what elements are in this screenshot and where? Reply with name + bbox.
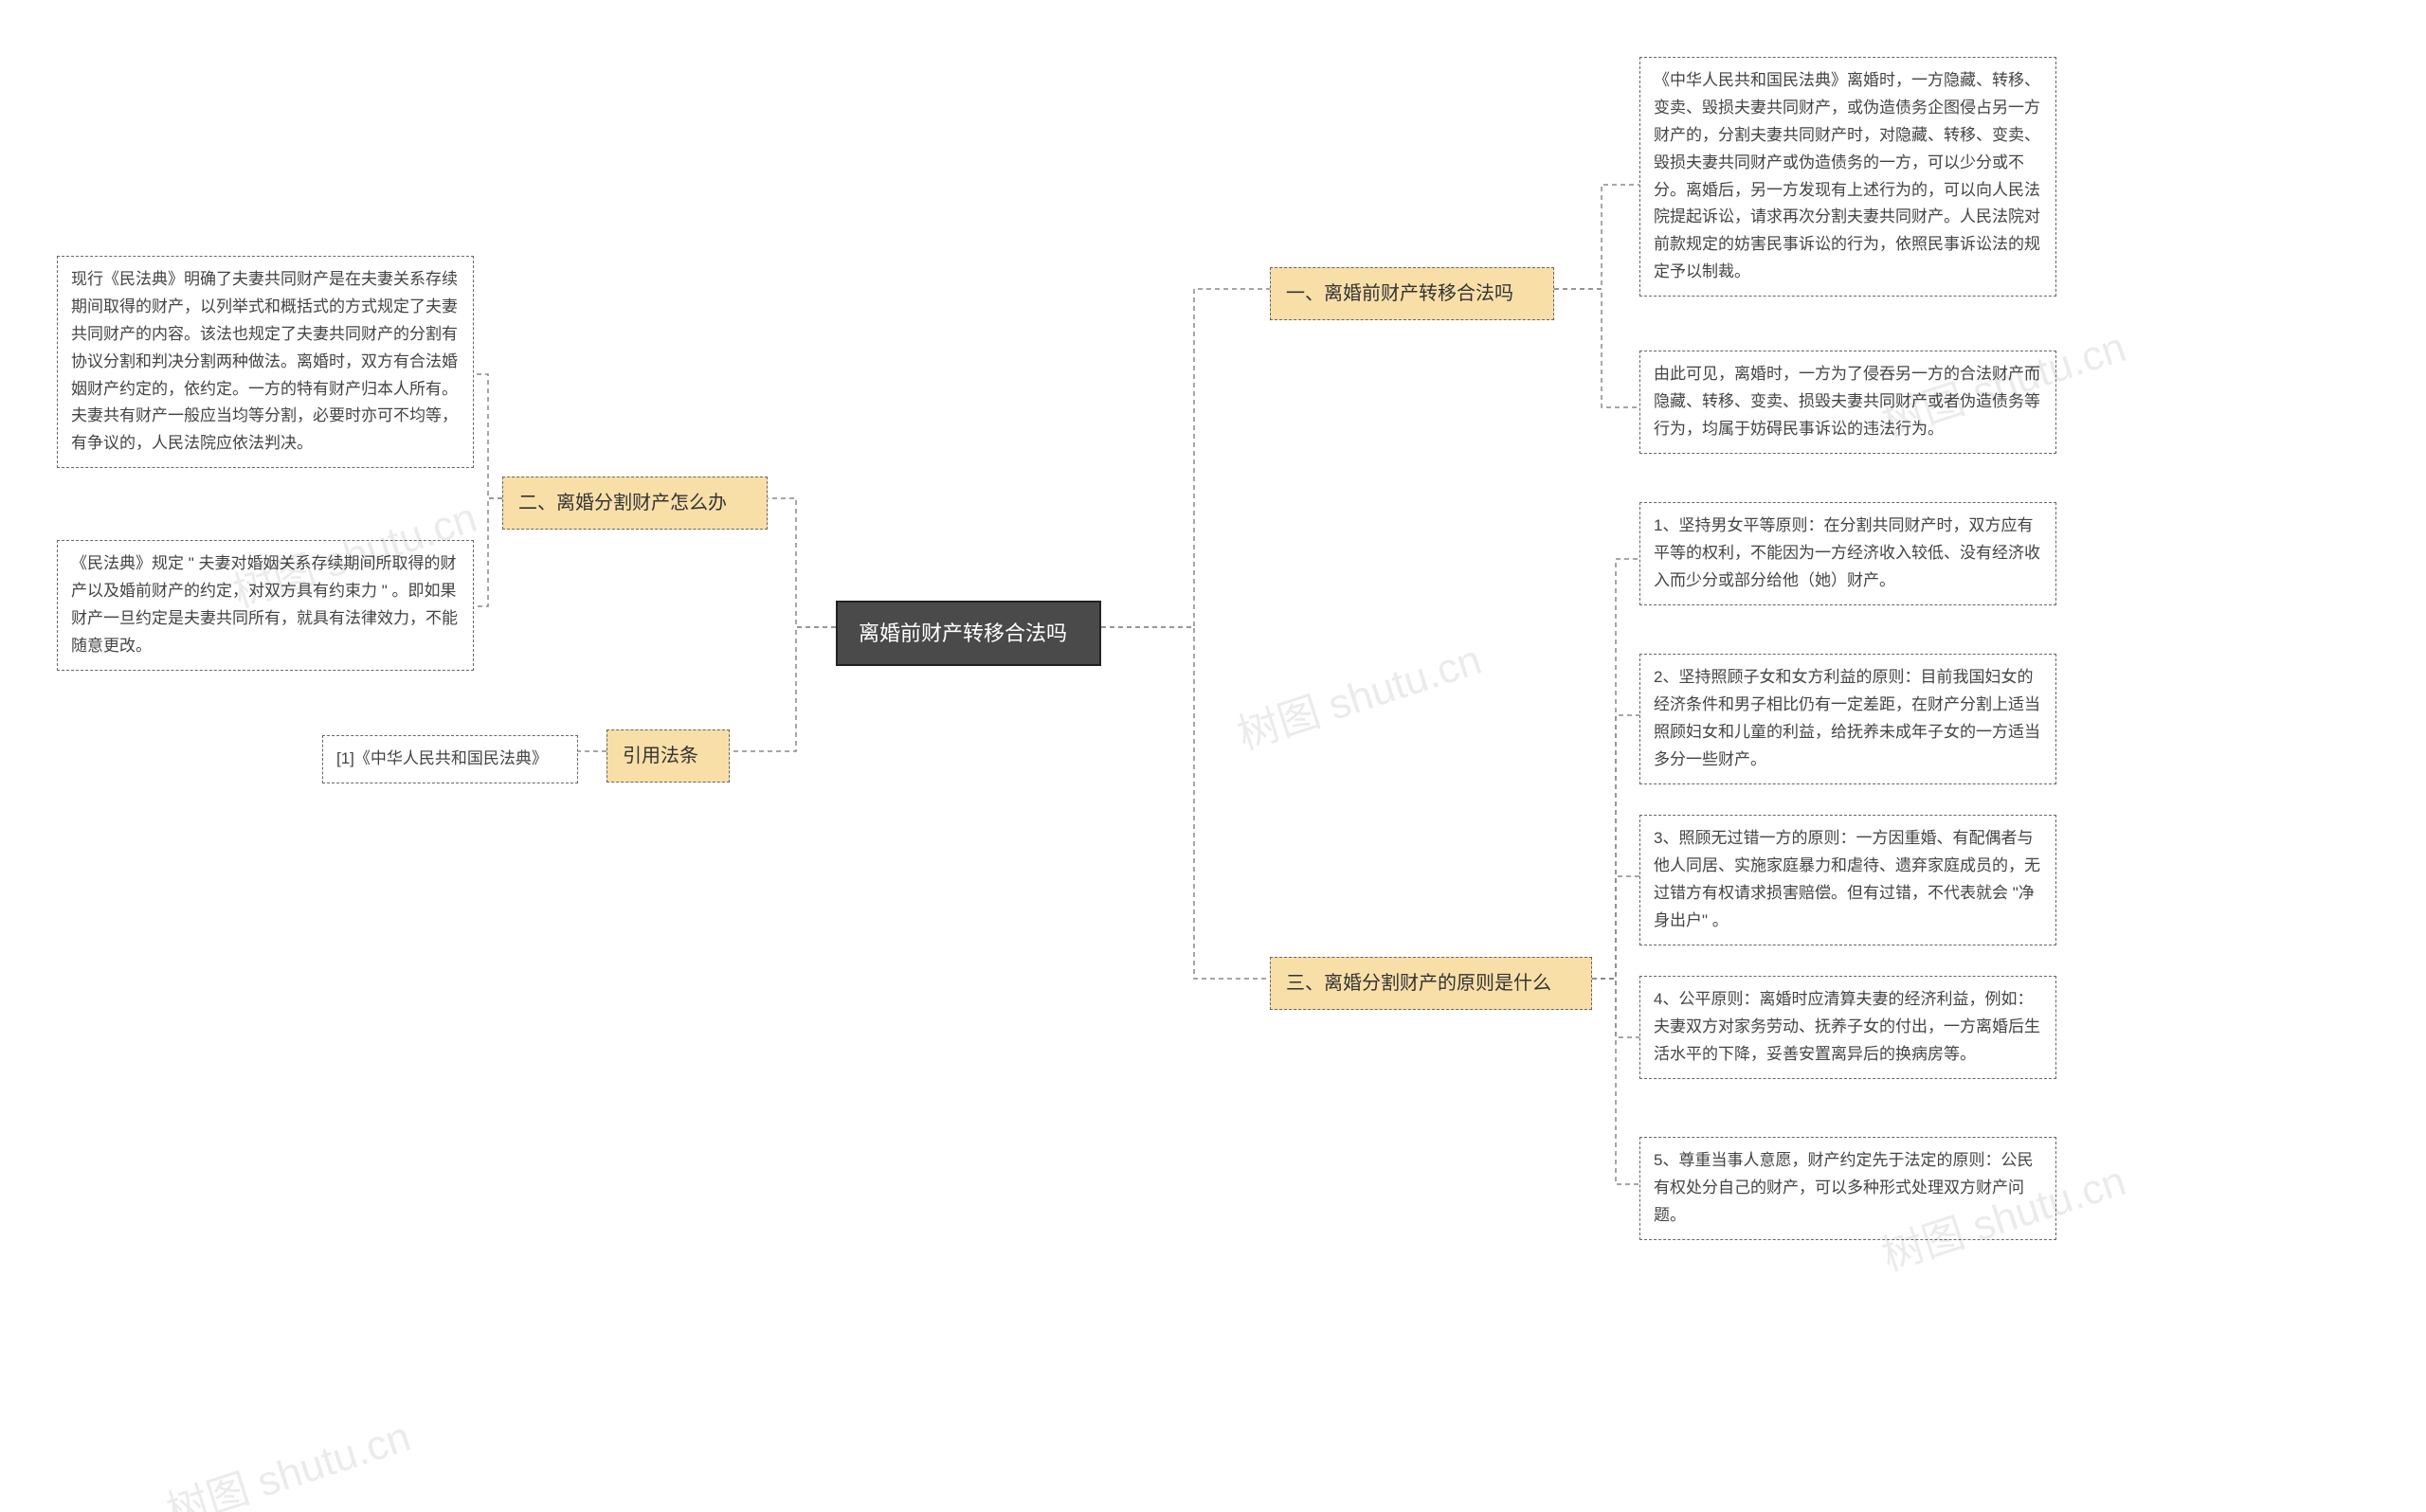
connector-4	[1592, 559, 1639, 979]
connector-7	[1592, 979, 1639, 1037]
watermark-1: 树图 shutu.cn	[1229, 625, 1488, 761]
connector-9	[768, 498, 836, 627]
right-detail-0-1-text: 由此可见，离婚时，一方为了侵吞另一方的合法财产而隐藏、转移、变卖、损毁夫妻共同财…	[1654, 365, 2040, 438]
right-detail-1-2: 3、照顾无过错一方的原则：一方因重婚、有配偶者与他人同居、实施家庭暴力和虐待、遗…	[1639, 815, 2056, 945]
right-detail-1-4-text: 5、尊重当事人意愿，财产约定先于法定的原则：公民有权处分自己的财产，可以多种形式…	[1654, 1151, 2033, 1224]
right-detail-0-0-text: 《中华人民共和国民法典》离婚时，一方隐藏、转移、变卖、毁损夫妻共同财产，或伪造债…	[1654, 71, 2040, 280]
left-detail-0-1-text: 《民法典》规定 " 夫妻对婚姻关系存续期间所取得的财产以及婚前财产的约定，对双方…	[71, 554, 458, 655]
right-heading-0: 一、离婚前财产转移合法吗	[1270, 267, 1554, 320]
left-heading-1-text: 引用法条	[623, 746, 698, 766]
right-detail-0-1: 由此可见，离婚时，一方为了侵吞另一方的合法财产而隐藏、转移、变卖、损毁夫妻共同财…	[1639, 351, 2056, 454]
left-heading-0: 二、离婚分割财产怎么办	[502, 477, 768, 530]
left-detail-1-0-text: [1]《中华人民共和国民法典》	[336, 749, 548, 767]
right-heading-0-text: 一、离婚前财产转移合法吗	[1286, 283, 1513, 304]
connector-6	[1592, 876, 1639, 979]
left-detail-0-1: 《民法典》规定 " 夫妻对婚姻关系存续期间所取得的财产以及婚前财产的约定，对双方…	[57, 540, 474, 671]
connector-1	[1101, 627, 1270, 979]
left-detail-1-0: [1]《中华人民共和国民法典》	[322, 735, 578, 783]
connector-0	[1101, 289, 1270, 627]
right-heading-1-text: 三、离婚分割财产的原则是什么	[1286, 973, 1551, 994]
connector-2	[1554, 185, 1639, 289]
right-detail-1-0: 1、坚持男女平等原则：在分割共同财产时，双方应有平等的权利，不能因为一方经济收入…	[1639, 502, 2056, 605]
right-detail-1-3: 4、公平原则：离婚时应清算夫妻的经济利益，例如：夫妻双方对家务劳动、抚养子女的付…	[1639, 976, 2056, 1079]
connector-3	[1554, 289, 1639, 407]
connector-5	[1592, 715, 1639, 979]
right-detail-0-0: 《中华人民共和国民法典》离婚时，一方隐藏、转移、变卖、毁损夫妻共同财产，或伪造债…	[1639, 57, 2056, 297]
center-node: 离婚前财产转移合法吗	[836, 601, 1101, 666]
right-detail-1-4: 5、尊重当事人意愿，财产约定先于法定的原则：公民有权处分自己的财产，可以多种形式…	[1639, 1137, 2056, 1240]
right-detail-1-2-text: 3、照顾无过错一方的原则：一方因重婚、有配偶者与他人同居、实施家庭暴力和虐待、遗…	[1654, 829, 2040, 929]
left-heading-0-text: 二、离婚分割财产怎么办	[518, 493, 727, 513]
left-heading-1: 引用法条	[606, 729, 730, 783]
connector-11	[474, 374, 502, 498]
center-text: 离婚前财产转移合法吗	[859, 621, 1067, 645]
connector-10	[730, 627, 836, 751]
connector-8	[1592, 979, 1639, 1184]
right-heading-1: 三、离婚分割财产的原则是什么	[1270, 957, 1592, 1010]
watermark-4: 树图 shutu.cn	[158, 1402, 417, 1512]
right-detail-1-0-text: 1、坚持男女平等原则：在分割共同财产时，双方应有平等的权利，不能因为一方经济收入…	[1654, 516, 2040, 589]
left-detail-0-0-text: 现行《民法典》明确了夫妻共同财产是在夫妻关系存续期间取得的财产，以列举式和概括式…	[71, 270, 458, 452]
left-detail-0-0: 现行《民法典》明确了夫妻共同财产是在夫妻关系存续期间取得的财产，以列举式和概括式…	[57, 256, 474, 468]
right-detail-1-1-text: 2、坚持照顾子女和女方利益的原则：目前我国妇女的经济条件和男子相比仍有一定差距，…	[1654, 668, 2040, 768]
connector-12	[474, 498, 502, 606]
right-detail-1-1: 2、坚持照顾子女和女方利益的原则：目前我国妇女的经济条件和男子相比仍有一定差距，…	[1639, 654, 2056, 784]
right-detail-1-3-text: 4、公平原则：离婚时应清算夫妻的经济利益，例如：夫妻双方对家务劳动、抚养子女的付…	[1654, 990, 2040, 1063]
